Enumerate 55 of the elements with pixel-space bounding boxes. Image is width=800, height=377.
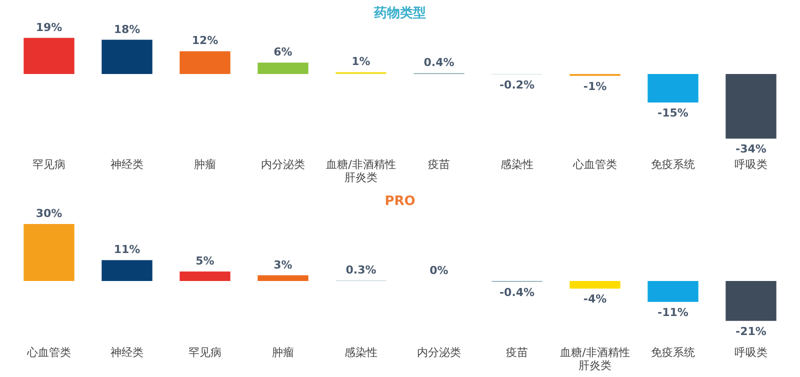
- chart-title: PRO: [384, 194, 416, 209]
- bar: [102, 260, 152, 281]
- x-tick-label: 罕见病: [32, 158, 66, 171]
- bar: [648, 74, 698, 102]
- x-tick-label: 神经类: [110, 346, 144, 359]
- x-tick-label: 疫苗: [506, 346, 528, 359]
- bar: [570, 281, 620, 289]
- bar: [102, 40, 152, 74]
- bar: [648, 281, 698, 302]
- data-label: 19%: [36, 20, 62, 34]
- data-label: 0.3%: [346, 263, 376, 276]
- x-tick-label: 血糖/非酒精性肝炎类: [326, 158, 396, 184]
- data-label: 1%: [352, 55, 370, 68]
- data-label: 5%: [196, 254, 214, 268]
- data-label: 0%: [430, 264, 448, 277]
- x-tick-label: 心血管类: [572, 158, 617, 171]
- bar: [180, 272, 230, 281]
- data-label: 11%: [114, 243, 140, 256]
- bar: [726, 74, 776, 139]
- data-label: -21%: [736, 324, 766, 338]
- data-label: -4%: [583, 292, 607, 306]
- data-label: 0.4%: [424, 56, 454, 70]
- x-tick-label: 肿瘤: [194, 158, 216, 171]
- data-label: -0.2%: [499, 78, 535, 92]
- x-tick-label: 神经类: [110, 158, 144, 171]
- chart-title: 药物类型: [373, 5, 426, 21]
- x-tick-label: 内分泌类: [261, 158, 305, 171]
- bar: [24, 38, 74, 74]
- data-label: 12%: [192, 34, 218, 48]
- data-label: -0.4%: [499, 286, 535, 299]
- x-tick-label: 感染性: [500, 158, 534, 171]
- bar: [726, 281, 776, 321]
- data-label: 18%: [114, 22, 140, 36]
- bar: [180, 51, 230, 74]
- x-tick-label: 心血管类: [26, 346, 71, 359]
- bar: [258, 62, 308, 74]
- x-tick-label: 呼吸类: [734, 158, 768, 171]
- data-label: -34%: [736, 142, 766, 156]
- bar: [258, 275, 308, 281]
- data-label: 30%: [36, 207, 62, 220]
- x-tick-label: 疫苗: [428, 158, 450, 171]
- x-tick-label: 血糖/非酒精性肝炎类: [560, 346, 630, 372]
- x-tick-label: 呼吸类: [734, 346, 768, 359]
- data-label: 6%: [274, 46, 292, 59]
- data-label: -1%: [583, 80, 607, 93]
- x-tick-label: 内分泌类: [417, 346, 461, 359]
- x-tick-label: 罕见病: [188, 346, 222, 359]
- data-label: -15%: [658, 106, 688, 120]
- x-tick-label: 免疫系统: [651, 158, 695, 171]
- data-label: 3%: [274, 258, 292, 272]
- x-tick-label: 感染性: [344, 346, 378, 359]
- x-tick-label: 肿瘤: [272, 346, 294, 359]
- data-label: -11%: [658, 306, 688, 319]
- bar: [24, 224, 74, 281]
- x-tick-label: 免疫系统: [651, 346, 695, 359]
